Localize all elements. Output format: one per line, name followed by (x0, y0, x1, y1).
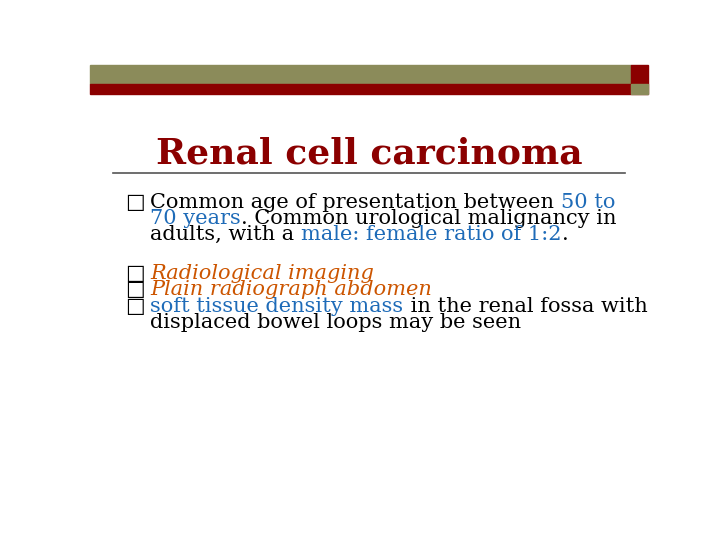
Text: 50 to: 50 to (561, 193, 616, 212)
Text: □: □ (125, 280, 145, 299)
Text: Renal cell carcinoma: Renal cell carcinoma (156, 137, 582, 171)
Text: Common age of presentation between: Common age of presentation between (150, 193, 561, 212)
Text: adults, with a: adults, with a (150, 225, 301, 244)
Bar (631, 65, 648, 84)
Text: □: □ (125, 264, 145, 283)
Bar (90, 65, 631, 84)
Text: 70 years: 70 years (150, 209, 241, 228)
Bar (631, 84, 648, 94)
Text: soft tissue density mass: soft tissue density mass (150, 296, 404, 315)
Text: male: female ratio of 1:2: male: female ratio of 1:2 (301, 225, 562, 244)
Text: □: □ (125, 296, 145, 315)
Text: displaced bowel loops may be seen: displaced bowel loops may be seen (150, 313, 521, 332)
Text: Plain radiograph abdomen: Plain radiograph abdomen (150, 280, 432, 299)
Text: .: . (562, 225, 569, 244)
Text: in the renal fossa with: in the renal fossa with (404, 296, 647, 315)
Text: □: □ (125, 193, 145, 212)
Bar (90, 84, 648, 94)
Text: . Common urological malignancy in: . Common urological malignancy in (241, 209, 617, 228)
Text: Radiological imaging: Radiological imaging (150, 264, 374, 283)
